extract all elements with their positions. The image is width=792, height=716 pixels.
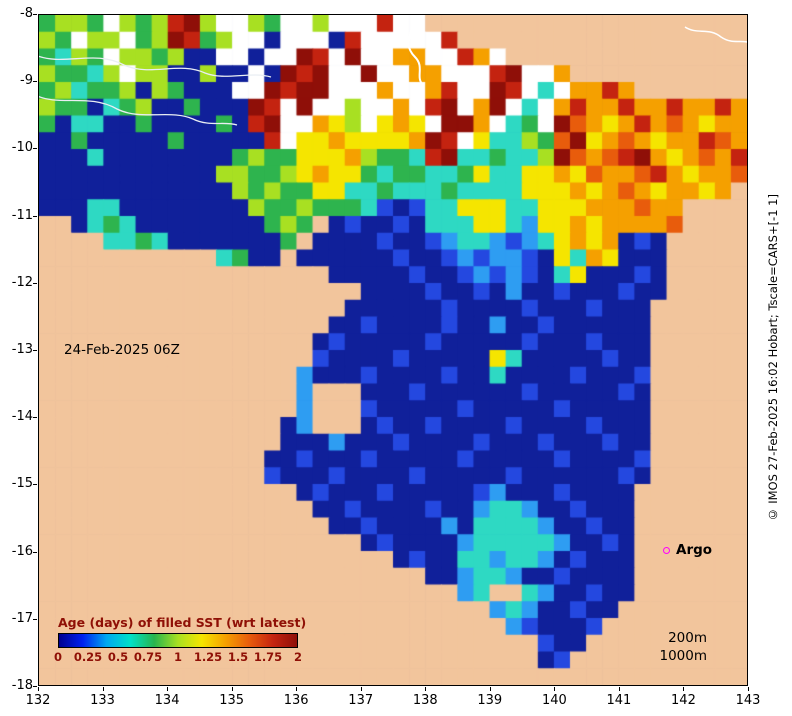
y-axis-tick-label: -15: [11, 476, 33, 492]
x-axis-tick-label: 133: [90, 693, 115, 708]
colorbar-gradient: [58, 633, 298, 648]
y-axis-tick-mark: [33, 618, 37, 620]
y-axis-tick-mark: [33, 215, 37, 217]
y-axis-tick-mark: [33, 484, 37, 486]
colorbar-title: Age (days) of filled SST (wrt latest): [58, 615, 307, 630]
y-axis-tick-label: -10: [11, 140, 33, 156]
colorbar-tick-label: 1: [173, 650, 183, 664]
y-axis-tick-mark: [33, 417, 37, 419]
y-axis-tick-label: -18: [11, 678, 33, 693]
colorbar-tick-label: 1.25: [193, 650, 223, 664]
y-axis-tick-label: -17: [11, 610, 33, 626]
colorbar-tick-label: 0.75: [133, 650, 163, 664]
colorbar-tick-labels: 0 0.25 0.5 0.75 1 1.25 1.5 1.75 2: [54, 650, 302, 665]
y-axis-tick-mark: [33, 148, 37, 150]
x-axis-tick-mark: [102, 687, 104, 691]
x-axis-tick-label: 134: [154, 693, 180, 708]
x-axis-tick-label: 135: [219, 693, 245, 708]
date-label: 24-Feb-2025 06Z: [64, 342, 180, 358]
x-axis-tick-label: 140: [541, 693, 567, 708]
y-axis-tick-label: -12: [11, 274, 33, 290]
x-axis-tick-label: 132: [25, 693, 51, 708]
colorbar-tick-label: 0.5: [107, 650, 129, 664]
x-axis-tick-label: 142: [671, 693, 696, 708]
map-plot-area: 24-Feb-2025 06Z Argo Age (days) of fille…: [38, 14, 748, 686]
y-axis-tick-label: -16: [11, 543, 33, 559]
y-axis-tick-mark: [33, 686, 37, 687]
y-axis-tick-mark: [33, 14, 37, 15]
y-axis-tick-label: -11: [11, 207, 33, 223]
y-axis-tick-label: -13: [11, 342, 33, 357]
y-axis-tick-mark: [33, 282, 37, 284]
colorbar-tick-label: 0: [53, 650, 63, 664]
x-axis-tick-label: 143: [735, 693, 761, 708]
x-axis-tick-label: 141: [606, 693, 632, 708]
x-axis-tick-mark: [683, 687, 685, 691]
x-axis-tick-mark: [167, 687, 169, 691]
depth-label-200m: 200m: [668, 630, 707, 646]
copyright-note: © IMOS 27-Feb-2025 16:02 Hobart; Tscale=…: [758, 0, 788, 716]
x-axis-tick-mark: [618, 687, 620, 691]
y-axis-tick-label: -9: [20, 73, 33, 89]
y-axis-tick-label: -14: [11, 409, 33, 425]
colorbar-tick-label: 1.5: [227, 650, 249, 664]
argo-marker: Argo: [663, 542, 712, 558]
colorbar-tick-label: 0.25: [73, 650, 103, 664]
x-axis-tick-label: 136: [283, 693, 309, 708]
x-axis-tick-mark: [38, 687, 39, 691]
y-axis-tick-mark: [33, 551, 37, 553]
argo-float-icon: [663, 546, 670, 554]
sst-age-map: [39, 15, 747, 685]
depth-label-1000m: 1000m: [659, 648, 707, 664]
colorbar-tick-label: 1.75: [253, 650, 283, 664]
y-axis-tick-mark: [33, 350, 37, 351]
x-axis-tick-label: 138: [412, 693, 438, 708]
argo-label: Argo: [676, 542, 713, 558]
x-axis-tick-mark: [748, 687, 749, 691]
x-axis-tick-label: 139: [477, 693, 503, 708]
copyright-text: © IMOS 27-Feb-2025 16:02 Hobart; Tscale=…: [766, 194, 780, 522]
x-axis-tick-label: 137: [348, 693, 374, 708]
x-axis-tick-mark: [489, 687, 491, 691]
depth-contour-labels: 200m 1000m: [627, 629, 707, 665]
x-axis-tick-mark: [360, 687, 362, 691]
x-axis-tick-mark: [296, 687, 298, 691]
colorbar-tick-label: 2: [293, 650, 303, 664]
x-axis-tick-mark: [425, 687, 427, 691]
y-axis-tick-label: -8: [20, 6, 33, 21]
x-axis-tick-mark: [231, 687, 233, 691]
y-axis-tick-mark: [33, 81, 37, 83]
x-axis-tick-mark: [554, 687, 556, 691]
